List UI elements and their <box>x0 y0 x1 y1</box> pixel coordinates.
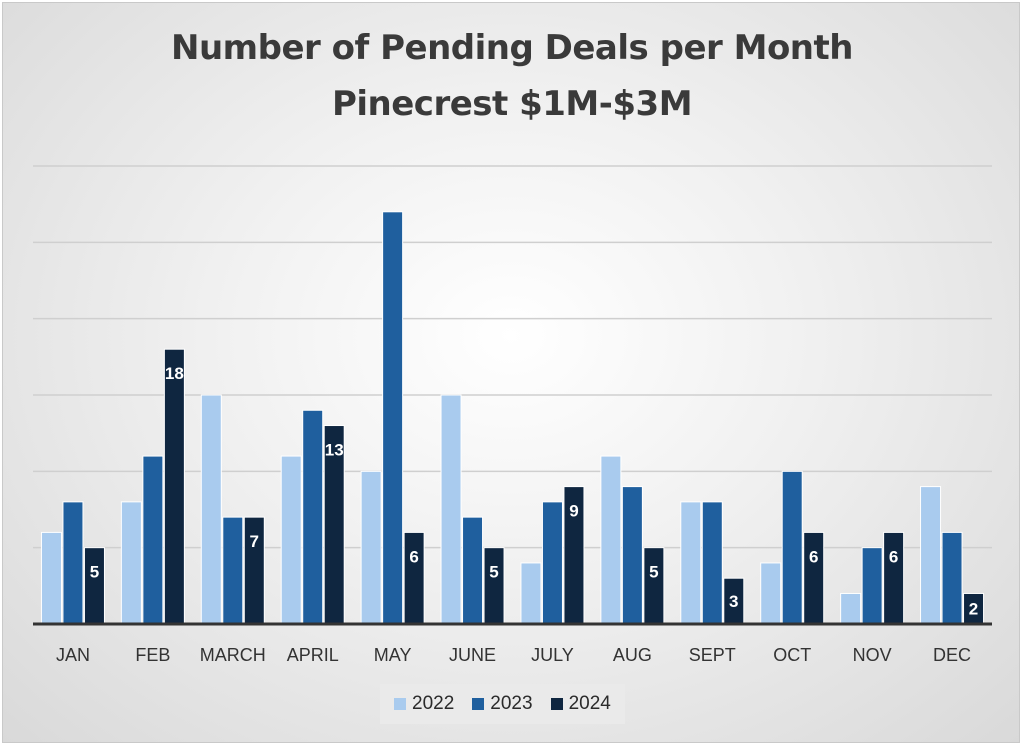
bar-2024-oct <box>803 531 825 625</box>
data-label-2024-june: 5 <box>489 563 498 582</box>
chart-title: Number of Pending Deals per Month <box>171 28 853 68</box>
x-tick-label: MAY <box>374 645 412 665</box>
data-label-2024-dec: 2 <box>969 600 978 619</box>
legend-swatch-2022 <box>394 698 406 710</box>
bar-2024-jan <box>83 547 105 625</box>
bar-2023-oct <box>781 470 803 625</box>
bar-2024-nov <box>883 531 905 625</box>
data-label-2024-april: 13 <box>325 441 344 460</box>
x-tick-label: SEPT <box>689 645 736 665</box>
data-label-2024-march: 7 <box>250 532 259 551</box>
data-label-2024-feb: 18 <box>165 364 184 383</box>
data-label-2024-aug: 5 <box>649 563 658 582</box>
bar-2022-nov <box>840 592 862 625</box>
bar-2022-july <box>520 562 542 625</box>
chart-subtitle: Pinecrest $1M-$3M <box>331 84 693 124</box>
bar-2022-oct <box>760 562 782 625</box>
bar-2023-may <box>382 211 404 625</box>
x-tick-label: MARCH <box>200 645 266 665</box>
legend-label-2024: 2024 <box>568 693 611 714</box>
data-label-2024-may: 6 <box>409 547 418 566</box>
bar-2024-june <box>483 547 505 625</box>
bar-2024-feb <box>163 348 185 625</box>
x-tick-label: APRIL <box>287 645 339 665</box>
data-label-2024-sept: 3 <box>729 592 738 611</box>
legend-label-2022: 2022 <box>412 693 455 714</box>
bar-2023-aug <box>621 486 643 625</box>
legend-item-2022: 2022 <box>394 693 454 715</box>
bar-2023-sept <box>701 501 723 625</box>
legend-swatch-2023 <box>472 698 485 710</box>
data-label-2024-nov: 6 <box>889 547 898 566</box>
legend-label-2023: 2023 <box>490 693 533 714</box>
bar-2023-feb <box>142 455 164 625</box>
bar-2022-dec <box>920 486 942 625</box>
x-tick-label: JAN <box>56 645 90 665</box>
bar-2024-may <box>403 531 425 625</box>
bar-2022-sept <box>680 501 702 625</box>
legend: 2022 2023 2024 <box>380 684 625 724</box>
bar-2022-march <box>200 394 222 625</box>
bar-2022-may <box>360 470 382 625</box>
bar-2022-aug <box>600 455 622 625</box>
bar-2022-june <box>440 394 462 625</box>
legend-swatch-2024 <box>550 698 563 710</box>
data-label-2024-jan: 5 <box>90 563 99 582</box>
x-tick-label: AUG <box>613 645 652 665</box>
x-tick-label: OCT <box>773 645 811 665</box>
bar-2023-june <box>462 516 484 625</box>
bar-2023-nov <box>861 547 883 625</box>
legend-item-2024: 2024 <box>550 693 611 715</box>
legend-item-2023: 2023 <box>472 693 533 715</box>
x-tick-label: FEB <box>135 645 170 665</box>
bar-2022-jan <box>40 531 62 625</box>
x-tick-label: DEC <box>933 645 971 665</box>
data-label-2024-july: 9 <box>569 502 578 521</box>
bar-2022-april <box>280 455 302 625</box>
bar-2023-july <box>541 501 563 625</box>
bar-2024-aug <box>643 547 665 625</box>
bar-2023-april <box>302 409 324 625</box>
x-tick-label: JULY <box>531 645 574 665</box>
bar-2023-jan <box>62 501 84 625</box>
x-tick-label: JUNE <box>449 645 496 665</box>
data-label-2024-oct: 6 <box>809 547 818 566</box>
bar-2022-feb <box>120 501 142 625</box>
bar-2023-dec <box>941 531 963 625</box>
x-tick-label: NOV <box>853 645 892 665</box>
bar-2023-march <box>222 516 244 625</box>
